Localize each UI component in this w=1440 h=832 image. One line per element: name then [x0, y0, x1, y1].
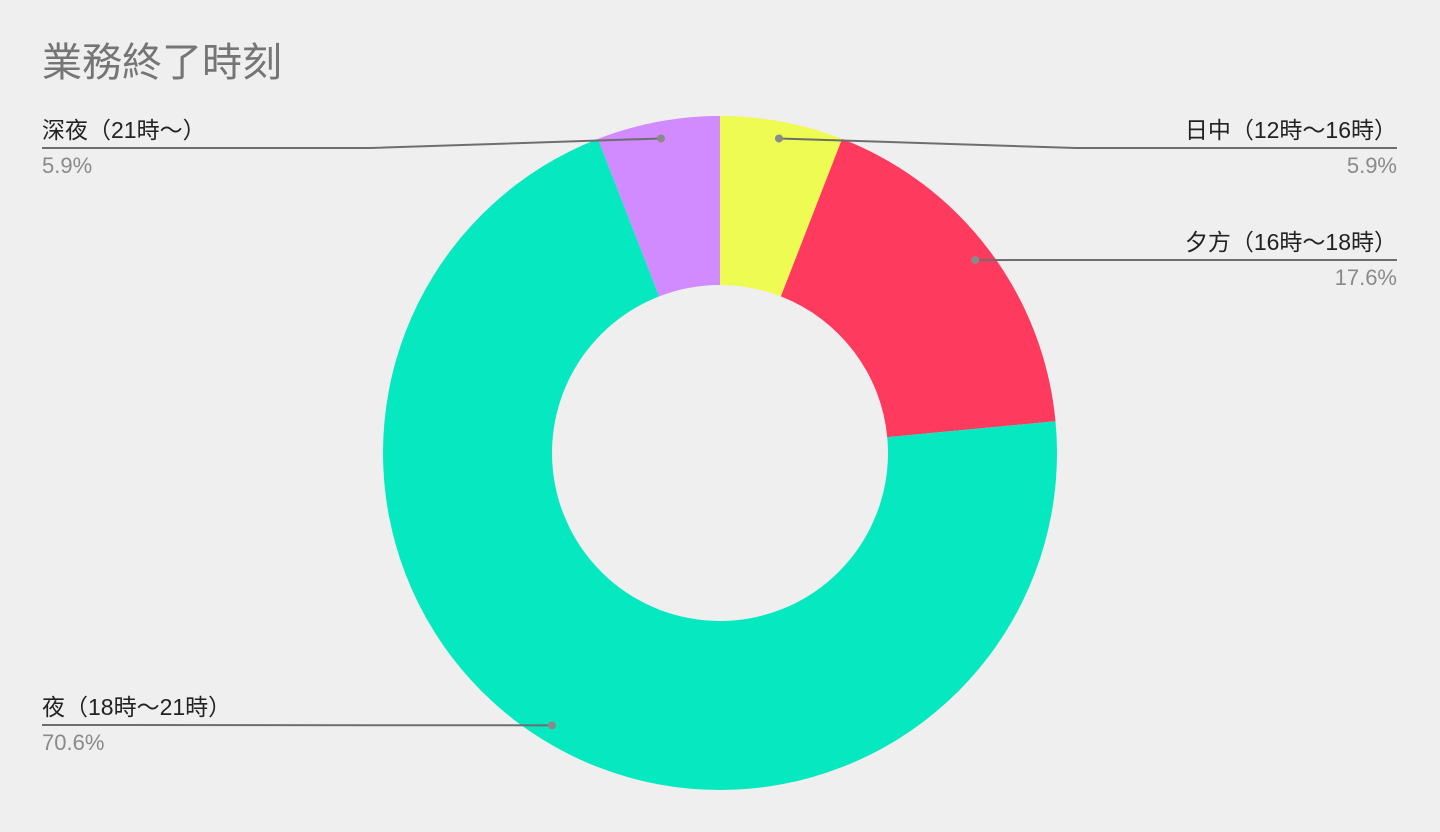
slice-label: 夜（18時〜21時） [42, 694, 231, 720]
leader-dot [547, 721, 556, 730]
slice-value: 5.9% [1347, 153, 1397, 178]
donut-slice [720, 116, 843, 297]
slice-label: 深夜（21時〜） [42, 117, 206, 143]
slice-value: 70.6% [42, 730, 104, 755]
donut-slice [780, 138, 1056, 438]
slice-label: 夕方（16時〜18時） [1185, 229, 1397, 255]
slice-label: 日中（12時〜16時） [1185, 117, 1397, 143]
donut-slice [597, 116, 720, 297]
donut-slice [383, 138, 1058, 790]
leader-line [778, 137, 1397, 149]
slice-value: 17.6% [1335, 265, 1397, 290]
leader-line [42, 137, 662, 149]
slice-value: 5.9% [42, 153, 92, 178]
leader-dot [657, 134, 666, 143]
leader-dot [971, 256, 980, 265]
chart-title: 業務終了時刻 [42, 41, 282, 85]
leader-dot [774, 134, 783, 143]
